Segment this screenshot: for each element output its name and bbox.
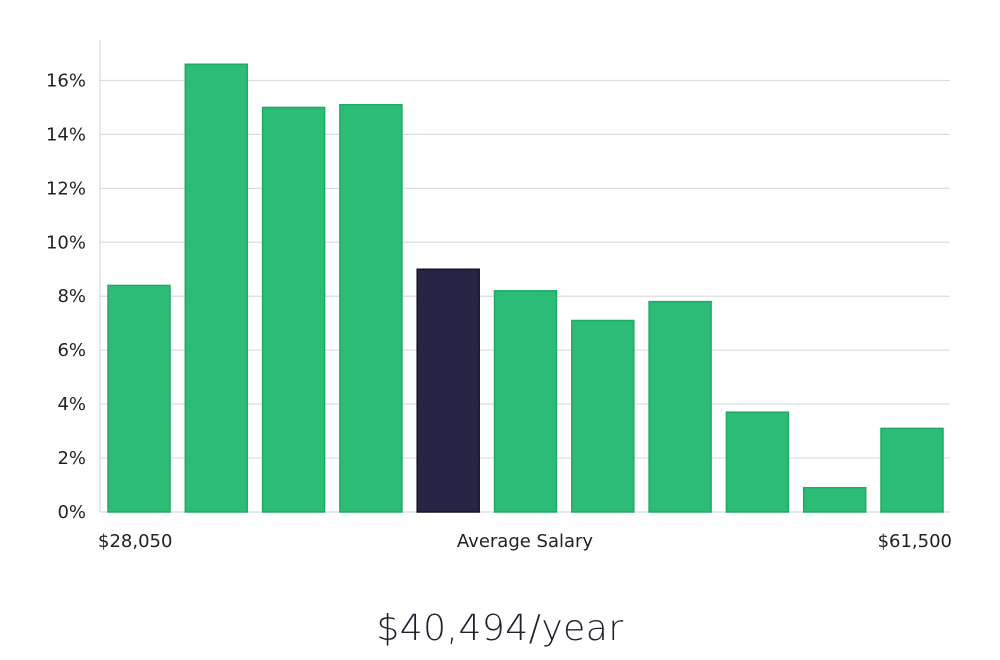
bar	[571, 319, 635, 513]
bar	[107, 284, 171, 513]
average-salary-headline: $40,494/year	[376, 608, 624, 649]
bar	[802, 486, 867, 513]
y-tick-label: 8%	[57, 286, 86, 307]
y-tick-label: 10%	[46, 232, 86, 253]
bars	[107, 63, 944, 513]
y-tick-label: 2%	[57, 448, 86, 469]
y-tick-label: 0%	[57, 502, 86, 523]
bar	[648, 300, 712, 513]
bar-average-salary	[416, 268, 480, 513]
bar	[493, 290, 558, 513]
salary-histogram: 0% 2% 4% 6% 8% 10% 12% 14% 16% $28,050 Average S…	[46, 40, 952, 552]
y-tick-label: 14%	[46, 124, 86, 145]
bar	[880, 427, 944, 513]
x-label-max: $61,500	[878, 531, 952, 552]
y-tick-label: 16%	[46, 70, 86, 91]
y-axis-tick-labels: 0% 2% 4% 6% 8% 10% 12% 14% 16%	[46, 70, 86, 523]
bar	[261, 106, 326, 513]
y-tick-label: 4%	[57, 394, 86, 415]
bar	[184, 63, 249, 513]
x-label-min: $28,050	[98, 531, 172, 552]
y-tick-label: 6%	[57, 340, 86, 361]
x-label-center: Average Salary	[457, 531, 594, 552]
y-tick-label: 12%	[46, 178, 86, 199]
bar	[725, 411, 790, 513]
bar	[339, 103, 403, 513]
